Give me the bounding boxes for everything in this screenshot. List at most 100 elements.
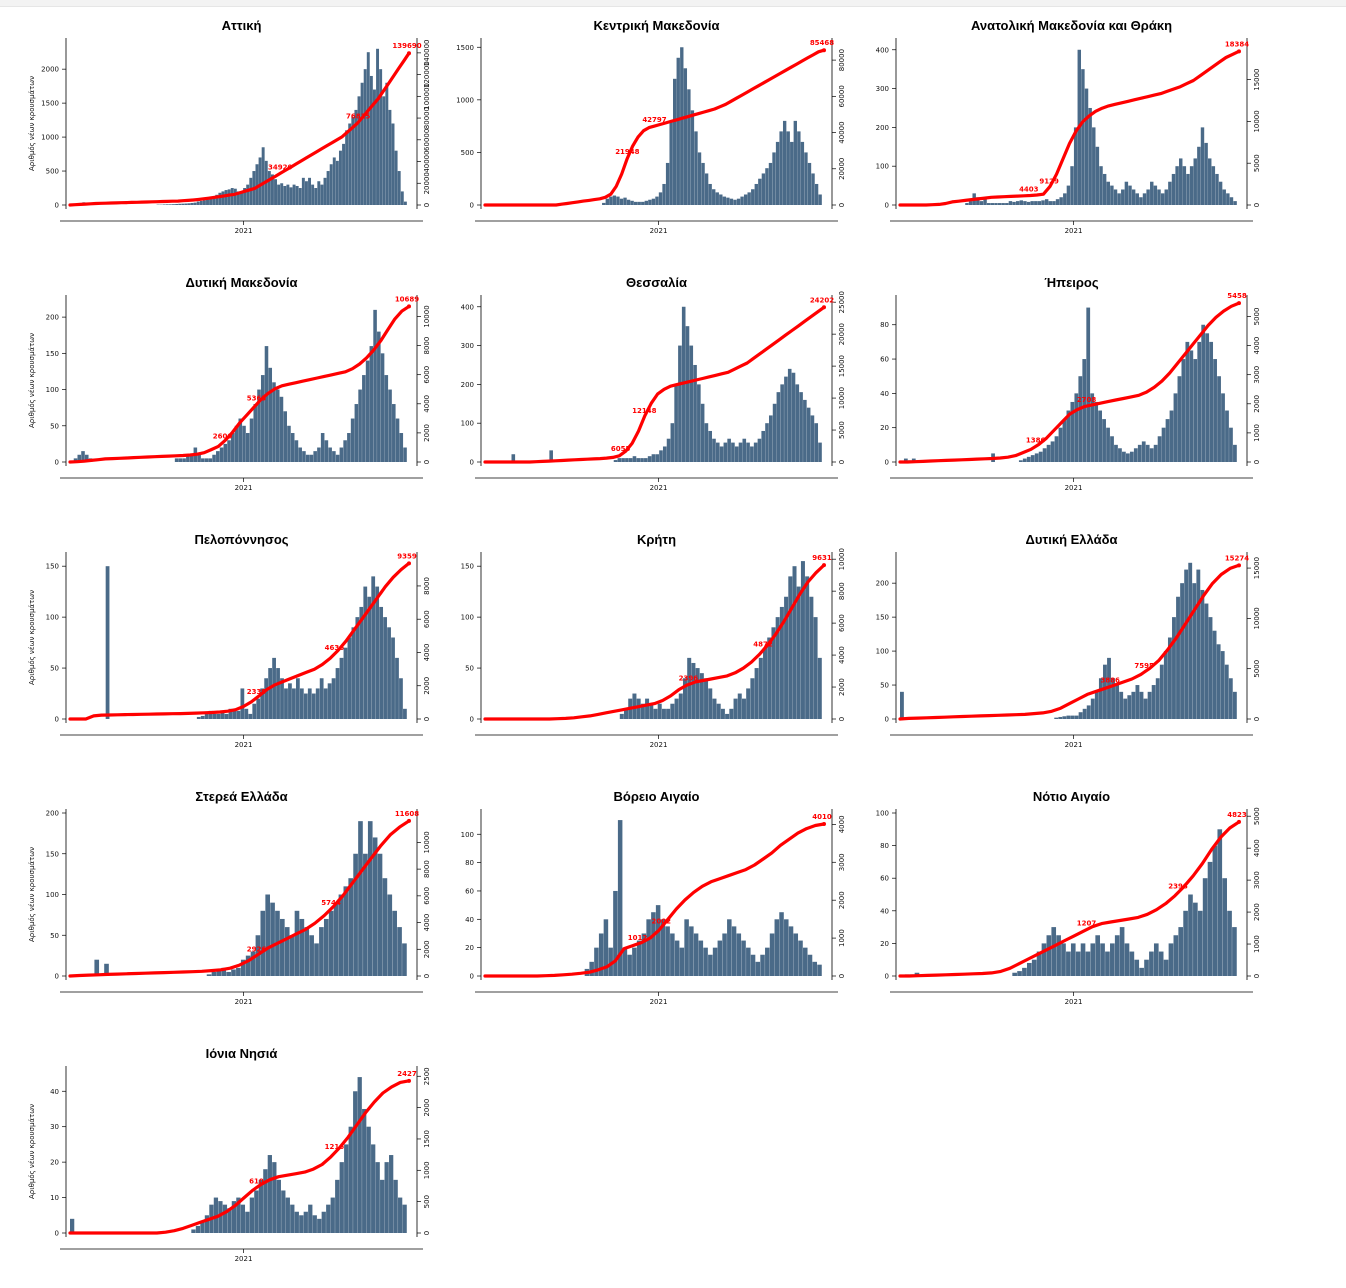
daily-bar — [272, 382, 276, 462]
daily-bar — [667, 439, 671, 462]
daily-bar — [729, 709, 733, 719]
x-tick-label: 2021 — [235, 998, 253, 1006]
daily-bar — [292, 688, 296, 719]
daily-bar — [361, 83, 364, 205]
daily-bar — [1178, 927, 1183, 976]
daily-bar — [382, 96, 385, 205]
daily-bar — [712, 699, 716, 719]
y2-tick-label: 5000 — [1253, 154, 1261, 172]
daily-bar — [742, 439, 746, 462]
daily-bar — [983, 199, 986, 205]
daily-bar — [332, 678, 336, 719]
daily-bar — [379, 607, 383, 719]
bar-series — [73, 49, 407, 205]
daily-bar — [276, 668, 280, 719]
daily-bar — [1225, 665, 1229, 719]
y2-tick-label: 10000 — [1253, 607, 1261, 629]
y2-tick-label: 0 — [1253, 717, 1261, 721]
daily-bar — [1205, 604, 1209, 719]
daily-bar — [1012, 973, 1017, 976]
y-tick-label: 100 — [46, 614, 59, 622]
daily-bar — [326, 1205, 330, 1233]
daily-bar — [797, 131, 800, 205]
daily-bar — [788, 369, 792, 462]
daily-bar — [295, 911, 300, 976]
chart-title: Δυτική Μακεδονία — [185, 275, 297, 290]
daily-bar — [1197, 342, 1201, 462]
daily-bar — [655, 454, 659, 462]
daily-bar — [194, 203, 197, 205]
y-tick-label: 150 — [461, 563, 474, 571]
daily-bar — [606, 199, 609, 205]
daily-bar — [328, 683, 332, 719]
daily-bar — [719, 194, 722, 205]
chart-title: Αττική — [222, 18, 262, 33]
daily-bar — [659, 192, 662, 205]
y-axis-label: Αριθμός νέων κρουσμάτων — [28, 76, 36, 171]
y-tick-label: 150 — [46, 350, 59, 358]
daily-bar — [741, 941, 746, 976]
daily-bar — [969, 201, 972, 205]
daily-bar — [259, 157, 262, 205]
y2-tick-label: 2000 — [1253, 395, 1261, 413]
daily-bar — [1130, 952, 1135, 976]
daily-bar — [1174, 393, 1178, 462]
daily-bar — [751, 955, 756, 976]
milestone-label: 2926 — [247, 946, 267, 954]
daily-bar — [602, 203, 605, 205]
chart-title: Βόρειο Αιγαίο — [614, 789, 700, 804]
daily-bar — [353, 854, 358, 976]
y2-tick-label: 0 — [423, 717, 431, 721]
y2-tick-label: 0 — [423, 460, 431, 464]
daily-bar — [708, 184, 711, 205]
daily-bar — [795, 384, 799, 462]
y2-tick-label: 20000 — [423, 172, 431, 194]
daily-bar — [348, 124, 351, 206]
daily-bar — [680, 948, 685, 976]
daily-bar — [1198, 911, 1203, 976]
y2-tick-label: 0 — [423, 974, 431, 978]
daily-bar — [733, 200, 736, 205]
daily-bar — [1142, 441, 1146, 462]
daily-bar — [1070, 166, 1073, 205]
daily-bar — [1102, 419, 1106, 462]
daily-bar — [811, 415, 815, 462]
daily-bar — [1051, 927, 1056, 976]
daily-bar — [740, 197, 743, 205]
daily-bar — [231, 188, 234, 205]
daily-bar — [678, 346, 682, 462]
milestone-label: 3886 — [1100, 677, 1120, 685]
y-tick-label: 200 — [46, 810, 59, 818]
daily-bar — [818, 658, 822, 719]
daily-bar — [1232, 927, 1237, 976]
chart-title: Ιόνια Νησιά — [206, 1046, 278, 1061]
y2-tick-label: 5000 — [838, 421, 846, 439]
daily-bar — [1223, 189, 1226, 205]
daily-bar — [320, 678, 324, 719]
milestone-label: 610 — [249, 1178, 264, 1186]
y-tick-label: 0 — [470, 716, 474, 724]
daily-bar — [302, 178, 305, 205]
daily-bar — [665, 926, 670, 976]
daily-bar — [687, 89, 690, 205]
daily-bar — [1023, 459, 1027, 462]
daily-bar — [737, 933, 742, 976]
daily-bar — [1031, 455, 1035, 462]
daily-bar — [280, 183, 283, 205]
y2-tick-label: 8000 — [423, 860, 431, 878]
daily-bar — [179, 458, 183, 462]
daily-bar — [789, 926, 794, 976]
daily-bar — [268, 368, 272, 462]
daily-bar — [1209, 342, 1213, 462]
y-tick-label: 50 — [50, 665, 59, 673]
milestone-label: 6055 — [611, 445, 631, 453]
y2-tick-label: 8000 — [838, 582, 846, 600]
daily-bar — [1179, 158, 1182, 205]
daily-bar — [1132, 189, 1135, 205]
daily-bar — [1059, 197, 1062, 205]
daily-bar — [236, 968, 241, 976]
y2-tick-label: 20000 — [838, 323, 846, 345]
daily-bar — [299, 188, 302, 205]
y-tick-label: 0 — [55, 973, 59, 981]
